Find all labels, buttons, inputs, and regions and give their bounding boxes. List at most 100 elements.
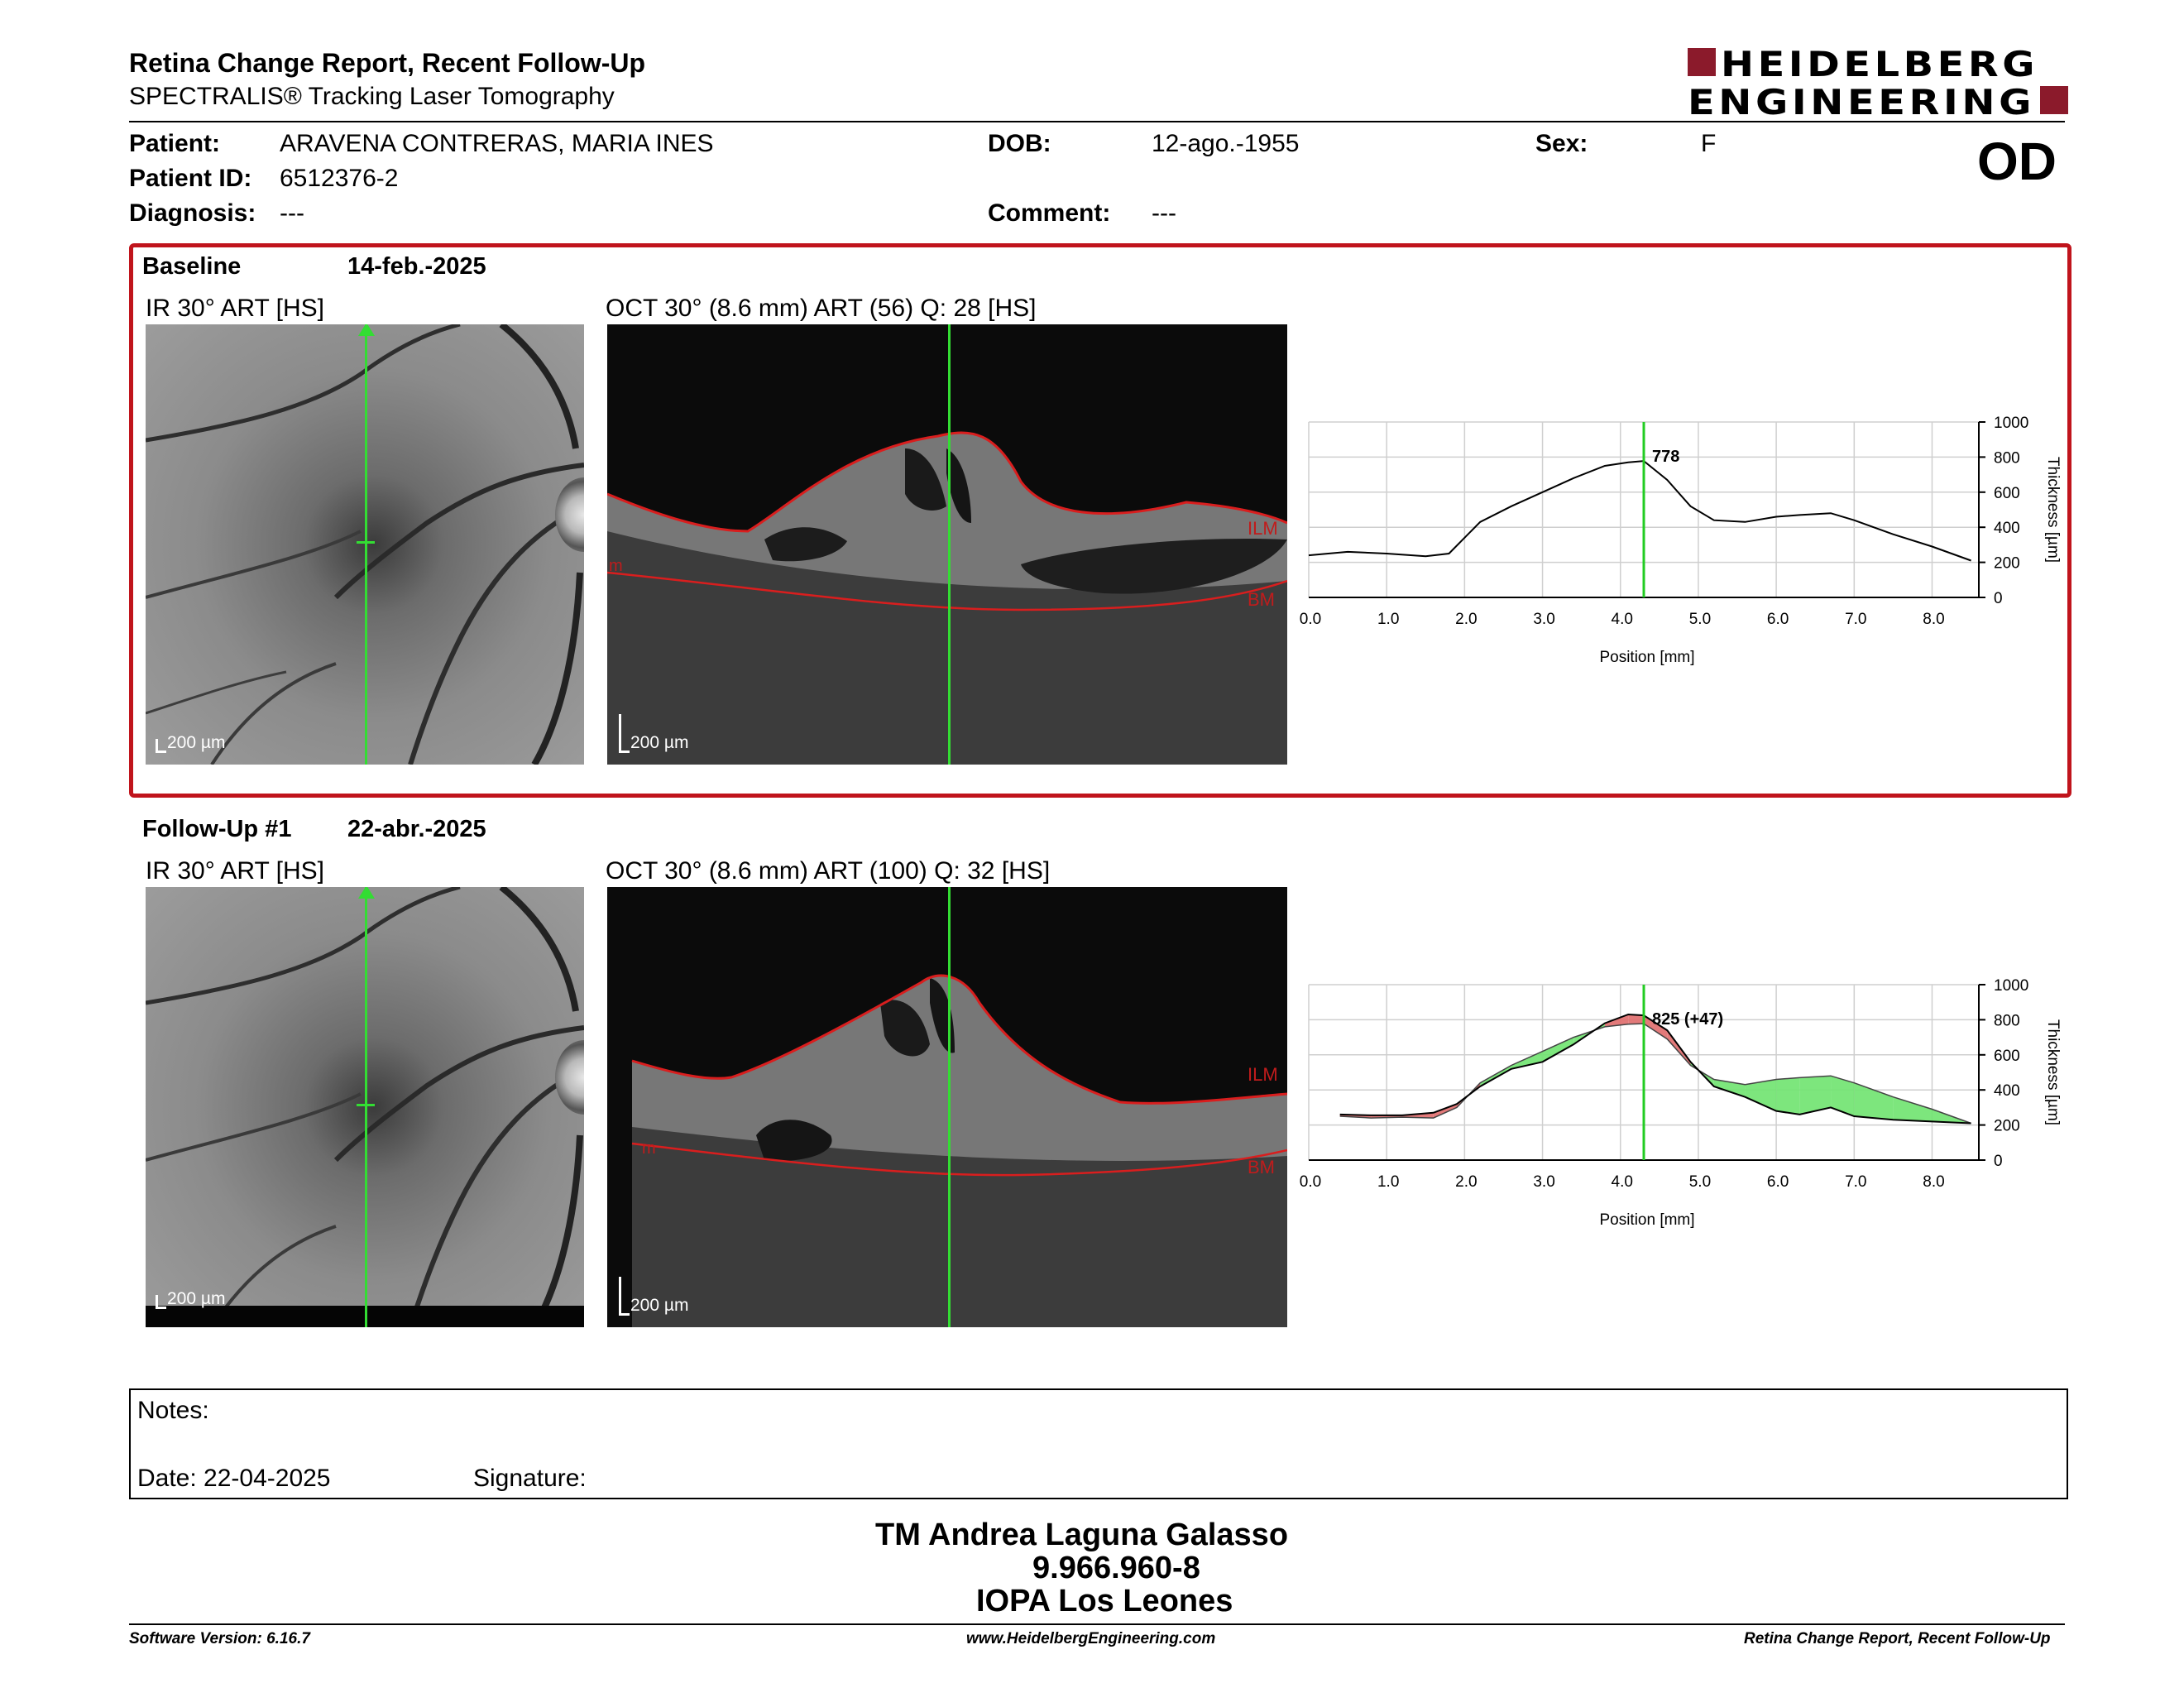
difference-segment	[1854, 1082, 1894, 1120]
x-tick-label: 8.0	[1923, 1173, 1944, 1191]
x-tick-label: 0.0	[1300, 1173, 1321, 1191]
x-tick-label: 6.0	[1767, 611, 1789, 628]
diagnosis: ---	[280, 199, 304, 227]
logo-line2: ENGINEERING	[1688, 82, 2035, 119]
footer-url[interactable]: www.HeidelbergEngineering.com	[966, 1630, 1216, 1647]
baseline-ir-image: 200 µm	[146, 324, 584, 765]
x-tick-label: 1.0	[1377, 1173, 1399, 1191]
followup-oct-cursor[interactable]	[948, 887, 951, 1327]
followup-fovea-marker	[357, 1104, 375, 1106]
difference-segment	[1604, 1014, 1629, 1027]
baseline-ir-scan-line[interactable]	[365, 324, 367, 765]
difference-segment	[1511, 1051, 1543, 1069]
signatory-org: IOPA Los Leones	[976, 1584, 1233, 1618]
baseline-oct-image: ILM BM m 200 µm	[607, 324, 1287, 765]
cursor-value-label: 825 (+47)	[1652, 1010, 1723, 1029]
footer-report: Retina Change Report, Recent Follow-Up	[1744, 1630, 2051, 1647]
x-axis-label: Position [mm]	[1599, 1211, 1694, 1229]
followup-ir-scan-line[interactable]	[365, 887, 367, 1327]
y-tick-label: 0	[1994, 590, 2003, 607]
signatory-id: 9.966.960-8	[1032, 1551, 1200, 1585]
patient-id: 6512376-2	[280, 165, 399, 192]
difference-segment	[1776, 1077, 1800, 1115]
patient-id-label: Patient ID:	[129, 165, 252, 192]
y-tick-label: 200	[1994, 555, 2020, 573]
x-tick-label: 8.0	[1923, 611, 1944, 628]
cursor-value-label: 778	[1652, 448, 1679, 466]
baseline-left-tag: m	[609, 557, 623, 575]
scan-direction-arrow-icon	[358, 887, 375, 899]
signature-label: Signature:	[473, 1465, 587, 1492]
sex-label: Sex:	[1535, 130, 1588, 157]
followup-label: Follow-Up #1	[142, 816, 292, 842]
y-tick-label: 1000	[1994, 977, 2028, 995]
baseline-thickness-chart: 0.0 1.0 2.0 3.0 4.0 5.0 6.0 7.0 8.0 0 200 400 600 800…	[1300, 415, 2062, 666]
baseline-ir-caption: IR 30° ART [HS]	[146, 295, 324, 322]
x-tick-label: 5.0	[1689, 611, 1711, 628]
report-subtitle: SPECTRALIS® Tracking Laser Tomography	[129, 83, 615, 110]
footer-divider	[129, 1623, 2065, 1625]
comment: ---	[1152, 199, 1176, 227]
x-tick-label: 3.0	[1533, 611, 1554, 628]
followup-thickness-chart: 0.0 1.0 2.0 3.0 4.0 5.0 6.0 7.0 8.0 0 200 400 600 800…	[1300, 977, 2062, 1229]
x-tick-label: 4.0	[1612, 611, 1633, 628]
y-tick-label: 600	[1994, 485, 2020, 502]
baseline-bm-label: BM	[1248, 589, 1275, 610]
x-tick-label: 7.0	[1845, 611, 1866, 628]
x-tick-label: 6.0	[1767, 1173, 1789, 1191]
followup-date: 22-abr.-2025	[347, 816, 486, 842]
dob-label: DOB:	[988, 130, 1051, 157]
difference-segment	[1433, 1104, 1457, 1119]
baseline-frame	[129, 243, 2071, 798]
difference-segment	[1628, 1014, 1644, 1024]
patient-name-label: Patient:	[129, 130, 221, 157]
scan-direction-arrow-icon	[358, 324, 375, 336]
baseline-fovea-marker	[357, 541, 375, 544]
y-tick-label: 200	[1994, 1118, 2020, 1135]
followup-oct-caption: OCT 30° (8.6 mm) ART (100) Q: 32 [HS]	[606, 857, 1051, 885]
baseline-label: Baseline	[142, 253, 242, 280]
footer-software: Software Version: 6.16.7	[129, 1630, 310, 1647]
x-tick-label: 2.0	[1455, 611, 1477, 628]
y-tick-label: 1000	[1994, 415, 2028, 432]
x-tick-label: 4.0	[1612, 1173, 1633, 1191]
x-tick-label: 5.0	[1689, 1173, 1711, 1191]
y-tick-label: 600	[1994, 1048, 2020, 1065]
thickness-series-line	[1308, 460, 1971, 562]
header-divider	[129, 121, 2065, 122]
logo-line1: HEIDELBERG	[1721, 45, 2038, 84]
baseline-date: 14-feb.-2025	[347, 253, 486, 280]
baseline-oct-caption: OCT 30° (8.6 mm) ART (56) Q: 28 [HS]	[606, 295, 1037, 322]
difference-segment	[1542, 1037, 1574, 1062]
signatory-name: TM Andrea Laguna Galasso	[875, 1518, 1289, 1552]
y-tick-label: 800	[1994, 1012, 2020, 1029]
y-tick-label: 400	[1994, 1082, 2020, 1100]
x-tick-label: 3.0	[1533, 1173, 1554, 1191]
difference-segment	[1799, 1076, 1832, 1115]
followup-bm-label: BM	[1248, 1157, 1275, 1177]
y-axis-label: Thickness [µm]	[2044, 1019, 2062, 1125]
dob: 12-ago.-1955	[1152, 130, 1300, 157]
difference-segment	[1745, 1079, 1777, 1111]
difference-segment	[1831, 1076, 1855, 1116]
followup-ir-image: 200 µm	[146, 887, 584, 1327]
notes-box: Notes: Date: 22-04-2025 Signature:	[129, 1388, 2068, 1499]
y-tick-label: 800	[1994, 449, 2020, 467]
x-axis-label: Position [mm]	[1599, 649, 1694, 666]
sex: F	[1701, 130, 1717, 157]
followup-left-tag: m	[642, 1139, 656, 1158]
eye-label: OD	[1977, 132, 2057, 191]
x-tick-label: 2.0	[1455, 1173, 1477, 1191]
difference-segment	[1644, 1015, 1668, 1039]
x-tick-label: 7.0	[1845, 1173, 1866, 1191]
patient-name: ARAVENA CONTRERAS, MARIA INES	[280, 130, 714, 157]
baseline-ilm-label: ILM	[1248, 518, 1278, 539]
notes-date: Date: 22-04-2025	[137, 1465, 331, 1492]
comment-label: Comment:	[988, 199, 1111, 227]
report-title: Retina Change Report, Recent Follow-Up	[129, 48, 646, 78]
y-tick-label: 0	[1994, 1153, 2003, 1170]
x-tick-label: 1.0	[1377, 611, 1399, 628]
baseline-oct-cursor[interactable]	[948, 324, 951, 765]
difference-segment	[1893, 1096, 1933, 1122]
diagnosis-label: Diagnosis:	[129, 199, 256, 227]
